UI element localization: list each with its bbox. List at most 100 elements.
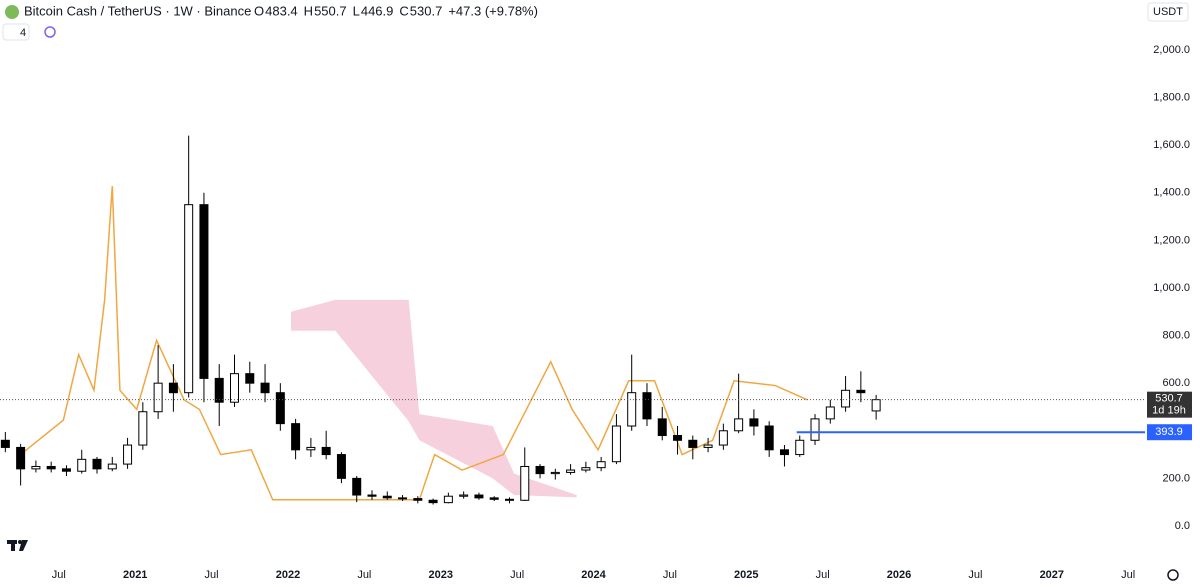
candle-body xyxy=(581,467,591,471)
x-tick-label: 2024 xyxy=(581,569,606,581)
candle-body xyxy=(535,465,545,475)
candle-body xyxy=(61,468,71,472)
candle-body xyxy=(841,389,851,408)
candle-body xyxy=(673,435,683,441)
y-tick-label: 1,400.0 xyxy=(1153,187,1190,199)
candle-body xyxy=(107,463,117,470)
candle-body xyxy=(382,495,392,499)
x-tick-label: Jul xyxy=(663,569,677,581)
y-tick-label: 200.0 xyxy=(1162,472,1190,484)
candle-body xyxy=(413,498,423,501)
candle-body xyxy=(734,418,744,432)
x-tick-label: Jul xyxy=(1121,569,1135,581)
plot-area xyxy=(0,135,881,505)
x-tick-label: Jul xyxy=(968,569,982,581)
ohlc-value: 550.7 xyxy=(314,3,347,18)
y-tick-label: 1,000.0 xyxy=(1153,282,1190,294)
ohlc-key: O xyxy=(254,3,264,18)
refresh-icon[interactable] xyxy=(44,26,56,38)
candle-body xyxy=(764,425,774,451)
last-price-label: 530.7 xyxy=(1155,393,1183,405)
countdown: 1d 19h xyxy=(1152,405,1186,417)
candle-body xyxy=(352,477,362,496)
candle-body xyxy=(245,373,255,384)
ohlc-value: 446.9 xyxy=(361,3,394,18)
settings-icon[interactable] xyxy=(1167,569,1179,581)
candle-body xyxy=(214,377,224,403)
candle-body xyxy=(611,425,621,463)
candle-body xyxy=(443,495,453,504)
x-tick-label: 2023 xyxy=(428,569,452,581)
y-tick-label: 600.0 xyxy=(1162,377,1190,389)
candle-body xyxy=(275,392,285,425)
candle-body xyxy=(825,406,835,420)
candle-body xyxy=(520,465,530,501)
candle-body xyxy=(398,497,408,500)
candle-body xyxy=(459,494,469,497)
candle-body xyxy=(795,439,805,456)
candle-body xyxy=(871,399,881,412)
indicator-count: 4 xyxy=(20,27,26,39)
ohlc-key: C xyxy=(399,3,408,18)
candle-body xyxy=(336,454,346,479)
y-tick-label: 1,600.0 xyxy=(1153,139,1190,151)
candle-body xyxy=(566,469,576,473)
candle-body xyxy=(230,373,240,403)
currency-button[interactable] xyxy=(1147,2,1189,22)
candle-body xyxy=(321,446,331,456)
y-tick-label: 1,200.0 xyxy=(1153,234,1190,246)
candle-body xyxy=(291,423,301,451)
candle-body xyxy=(0,439,10,448)
candle-body xyxy=(31,465,41,470)
candle-body xyxy=(688,439,698,448)
ohlc-legend: O 483.4 H 550.7 L 446.9 C 530.7 +47.3 (+9.78%) xyxy=(254,3,538,18)
price-change: +47.3 (+9.78%) xyxy=(448,3,538,18)
candle-body xyxy=(260,382,270,394)
x-tick-label: Jul xyxy=(52,569,66,581)
level-label-box xyxy=(1147,424,1192,441)
candle-body xyxy=(810,418,820,441)
indicator-line xyxy=(20,186,808,501)
candle-body xyxy=(718,430,728,446)
candle-body xyxy=(199,204,209,379)
x-tick-label: Jul xyxy=(205,569,219,581)
symbol-icon xyxy=(5,5,19,19)
candle-body xyxy=(367,494,377,497)
candle-body xyxy=(627,392,637,427)
x-tick-label: 2021 xyxy=(123,569,147,581)
y-tick-label: 2,000.0 xyxy=(1153,44,1190,56)
currency: USDT xyxy=(1153,6,1183,18)
candle-body xyxy=(489,497,499,500)
candle-body xyxy=(856,389,866,394)
candle-body xyxy=(46,465,56,470)
candle-body xyxy=(153,382,163,413)
candle-body xyxy=(184,204,194,394)
x-tick-label: 2027 xyxy=(1040,569,1064,581)
candle-body xyxy=(657,418,667,437)
candle-body xyxy=(749,418,759,427)
candle-body xyxy=(77,458,87,472)
candle-body xyxy=(138,411,148,446)
candle-body xyxy=(474,494,484,499)
x-tick-label: 2022 xyxy=(276,569,300,581)
x-tick-label: 2025 xyxy=(734,569,758,581)
x-tick-label: 2026 xyxy=(887,569,911,581)
candle-body xyxy=(642,392,652,420)
candle-body xyxy=(779,449,789,456)
symbol: Bitcoin Cash / TetherUS · 1W · Binance xyxy=(24,3,251,18)
candle-body xyxy=(596,461,606,469)
y-tick-label: 0.0 xyxy=(1175,520,1190,532)
indicator-toggle[interactable] xyxy=(2,23,30,41)
candle-body xyxy=(703,444,713,448)
candle-body xyxy=(92,458,102,470)
y-tick-label: 1,800.0 xyxy=(1153,91,1190,103)
ichimoku-cloud xyxy=(291,299,577,498)
candle-body xyxy=(306,446,316,451)
candle-body xyxy=(168,382,178,394)
ohlc-value: 530.7 xyxy=(410,3,443,18)
ohlc-value: 483.4 xyxy=(265,3,298,18)
candle-body xyxy=(123,444,133,465)
x-tick-label: Jul xyxy=(816,569,830,581)
